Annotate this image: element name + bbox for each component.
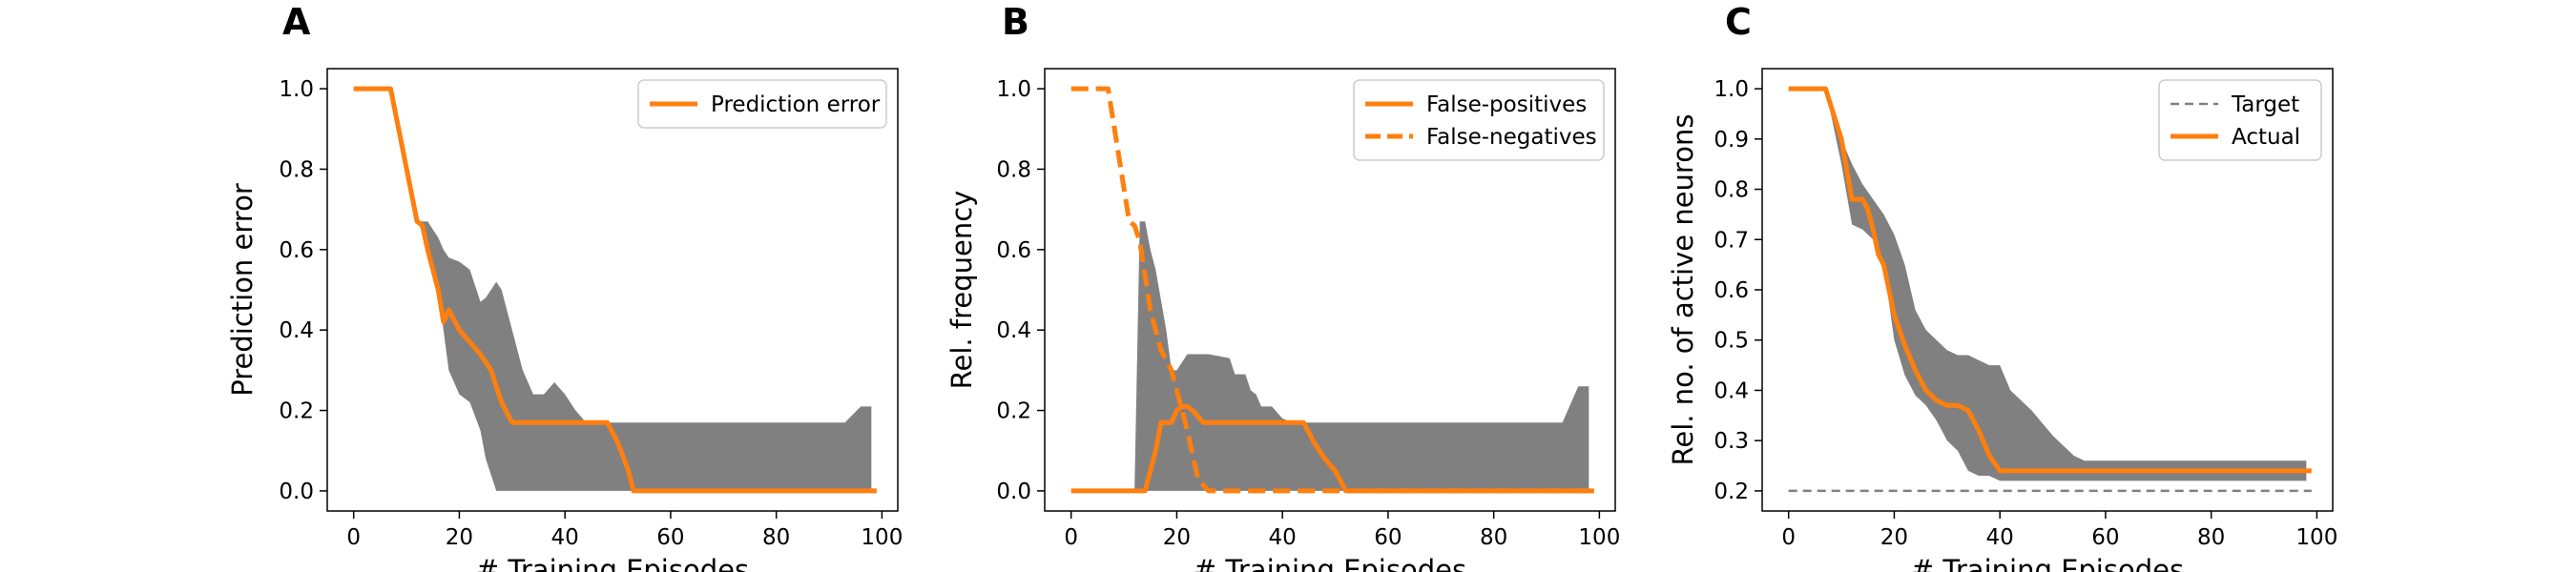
variance-band-b xyxy=(1070,221,1589,491)
legend-label-target: Target xyxy=(2231,92,2299,117)
y-tick-label: 0.7 xyxy=(1714,228,1749,253)
panel-letter-a: A xyxy=(282,1,311,43)
legend-b: False-positives False-negatives xyxy=(1353,79,1605,161)
legend-label-actual: Actual xyxy=(2232,125,2300,150)
y-tick-label: 0.3 xyxy=(1714,429,1749,454)
y-axis-label: Rel. frequency xyxy=(945,191,978,390)
x-tick-label: 20 xyxy=(446,525,473,550)
plot-frame-a xyxy=(326,68,899,512)
x-tick-label: 100 xyxy=(861,525,903,550)
y-tick-label: 1.0 xyxy=(279,77,314,102)
x-tick-label: 100 xyxy=(2296,525,2337,550)
y-tick-label: 0.5 xyxy=(1714,329,1749,354)
series-line-actual xyxy=(1788,86,2312,474)
y-tick-label: 0.2 xyxy=(279,399,314,424)
x-tick-label: 0 xyxy=(346,525,361,550)
x-axis-label: # Training Episodes xyxy=(1911,554,2184,572)
panel-b: B 0 20 40 60 80 100 0.0 0.2 0.4 0.6 0.8 1.0 # Trainin… xyxy=(945,1,1620,572)
panel-c: C 0 20 40 60 80 100 0.2 0.3 0.4 0.5 0.6 0.7 0.8 0.9 1.0… xyxy=(1667,1,2337,572)
legend-c: Target Actual xyxy=(2158,79,2322,161)
legend-box xyxy=(2158,79,2322,161)
y-axis-label: Rel. no. of active neurons xyxy=(1667,114,1699,466)
panel-letter-b: B xyxy=(1002,1,1029,43)
x-tick-label: 60 xyxy=(656,525,684,550)
series-line-prediction-error xyxy=(353,86,877,494)
x-tick-label: 100 xyxy=(1578,525,1620,550)
y-tick-label: 0.6 xyxy=(1714,278,1749,303)
y-tick-label: 1.0 xyxy=(996,77,1031,102)
legend-a: Prediction error xyxy=(637,79,887,129)
x-axis-label: # Training Episodes xyxy=(476,554,749,572)
y-tick-label: 0.6 xyxy=(996,238,1031,263)
legend-box xyxy=(1353,79,1605,161)
legend-box xyxy=(637,79,887,129)
y-tick-label: 0.8 xyxy=(279,157,314,182)
series-line-false-negatives xyxy=(1070,86,1594,494)
x-tick-label: 60 xyxy=(1374,525,1402,550)
y-tick-label: 0.4 xyxy=(1714,378,1749,403)
plot-frame-b xyxy=(1044,68,1616,512)
x-tick-label: 80 xyxy=(1480,525,1507,550)
x-tick-label: 20 xyxy=(1880,525,1908,550)
y-tick-label: 0.2 xyxy=(996,399,1031,424)
x-tick-label: 0 xyxy=(1064,525,1078,550)
y-tick-label: 0.0 xyxy=(279,480,314,504)
y-tick-label: 0.9 xyxy=(1714,128,1749,153)
y-tick-label: 0.2 xyxy=(1714,480,1749,504)
series-line-false-positives xyxy=(1070,403,1594,494)
x-tick-label: 80 xyxy=(762,525,790,550)
variance-band-a xyxy=(353,89,872,491)
legend-label-false-negatives: False-negatives xyxy=(1426,125,1597,150)
y-tick-label: 1.0 xyxy=(1714,77,1749,102)
x-tick-label: 40 xyxy=(551,525,579,550)
y-tick-label: 0.4 xyxy=(996,318,1031,343)
y-tick-label: 0.8 xyxy=(1714,178,1749,203)
y-tick-label: 0.6 xyxy=(279,238,314,263)
y-tick-label: 0.0 xyxy=(996,480,1031,504)
x-tick-label: 20 xyxy=(1163,525,1191,550)
y-tick-label: 0.8 xyxy=(996,157,1031,182)
x-tick-label: 60 xyxy=(2091,525,2119,550)
x-tick-label: 40 xyxy=(1986,525,2014,550)
x-tick-label: 80 xyxy=(2197,525,2225,550)
variance-band-c xyxy=(1788,89,2307,481)
panel-a: A 0 20 40 60 80 100 0.0 0.2 0.4 0.6 0.8 1.0 # Trainin… xyxy=(226,1,903,572)
y-axis-label: Prediction error xyxy=(226,183,259,397)
x-axis-label: # Training Episodes xyxy=(1194,554,1466,572)
panel-letter-c: C xyxy=(1725,1,1752,43)
legend-label-false-positives: False-positives xyxy=(1426,92,1587,117)
legend-label-prediction-error: Prediction error xyxy=(711,92,881,117)
y-tick-label: 0.4 xyxy=(279,318,314,343)
x-tick-label: 0 xyxy=(1781,525,1796,550)
x-tick-label: 40 xyxy=(1269,525,1297,550)
